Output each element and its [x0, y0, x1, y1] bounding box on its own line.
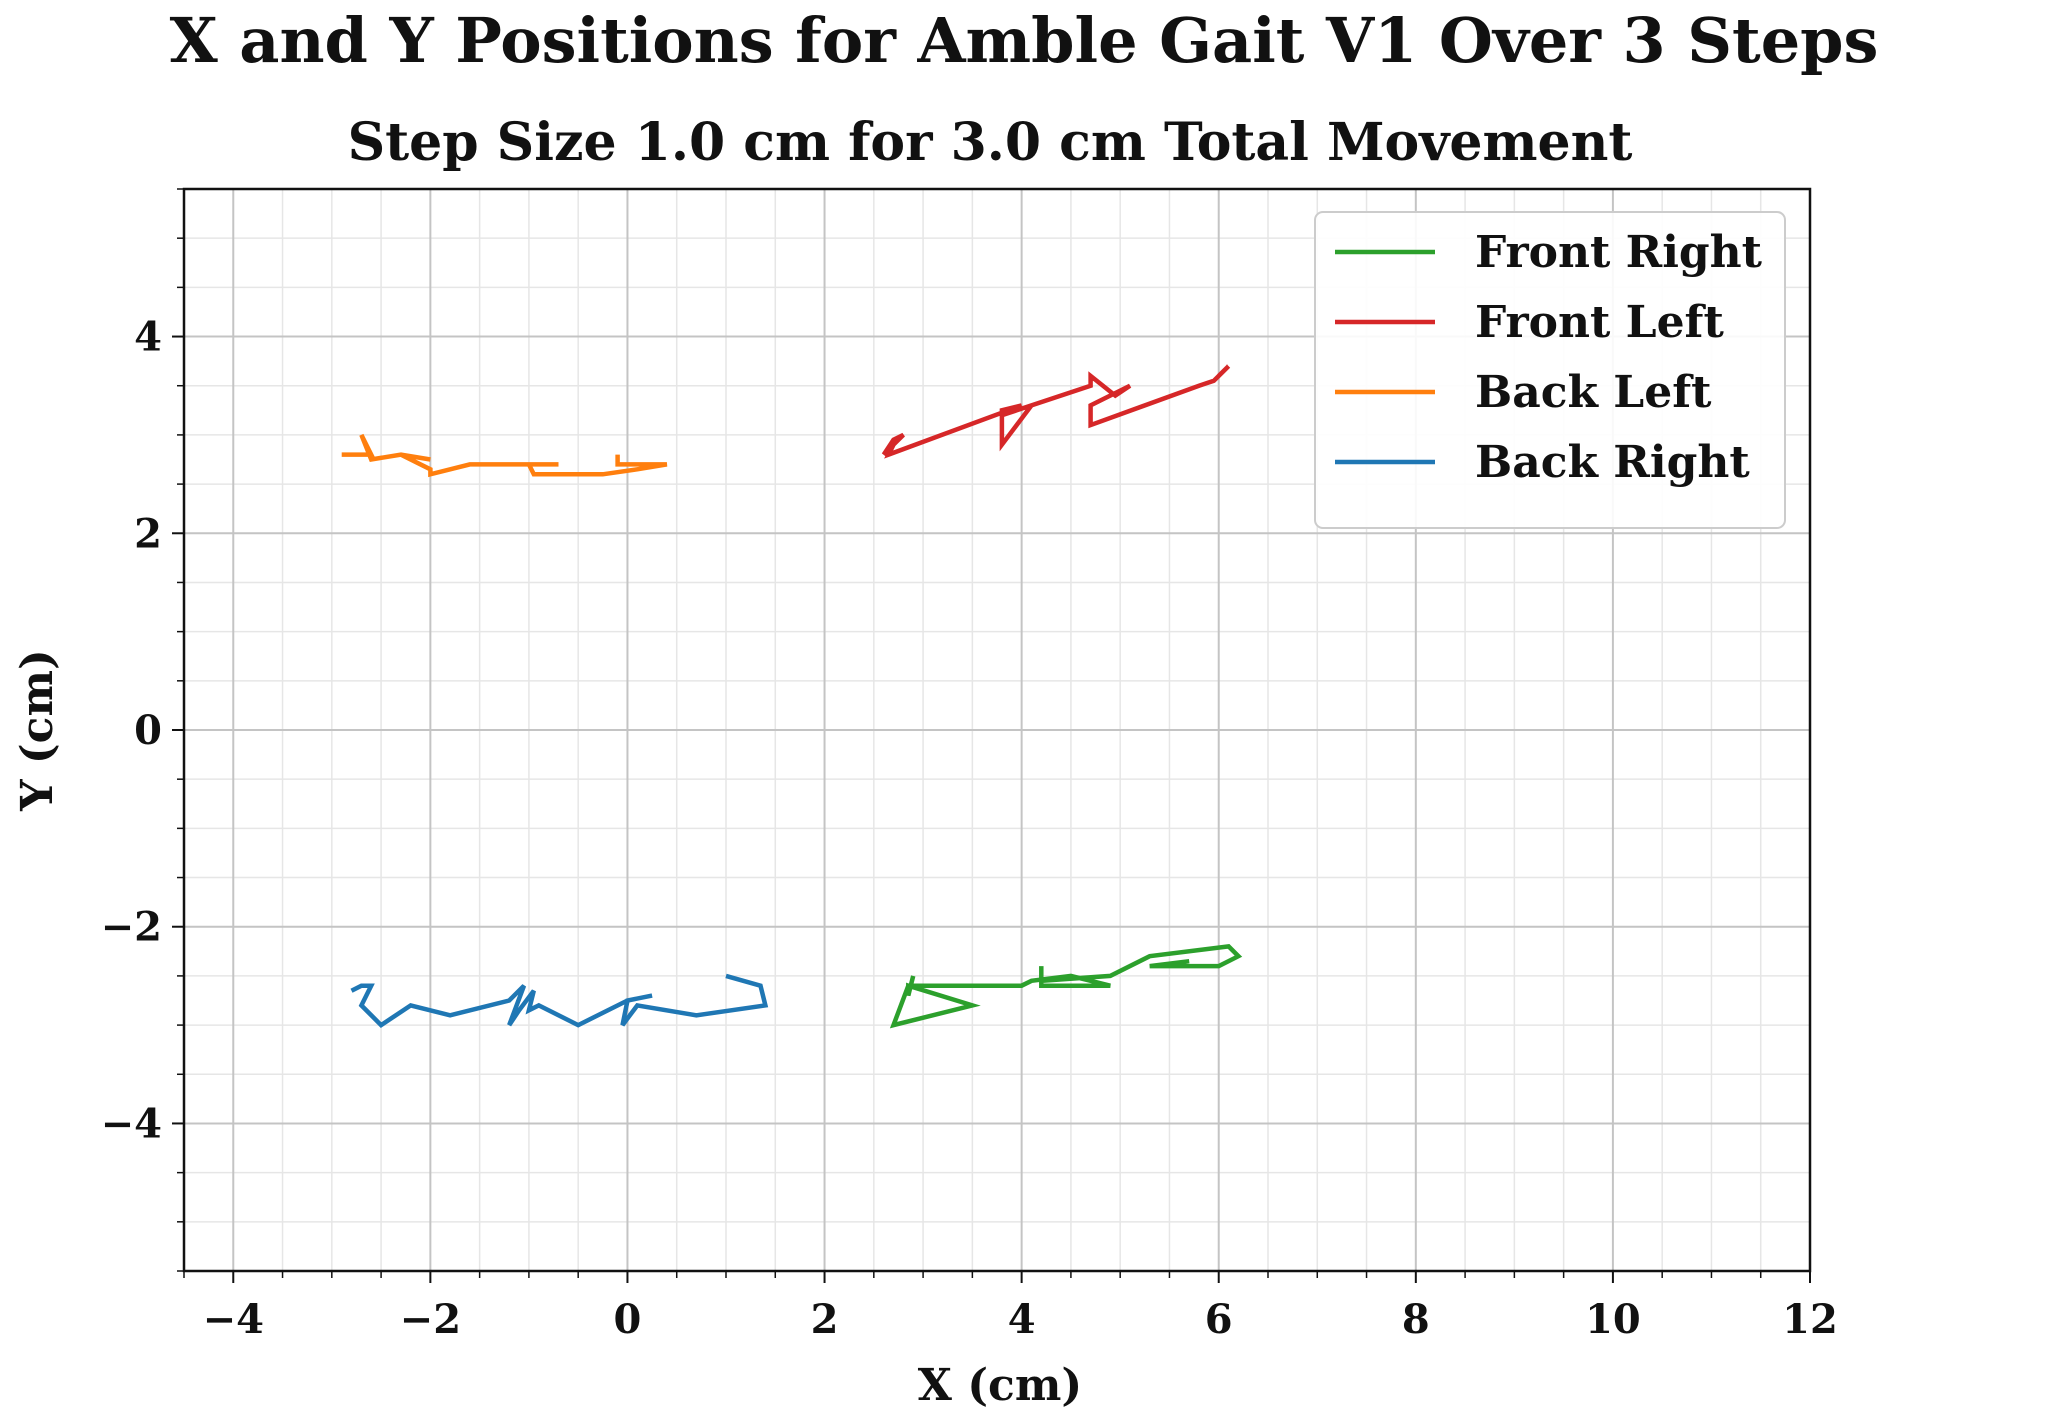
y-tick-label: −2 [101, 904, 162, 951]
chart-subtitle: Step Size 1.0 cm for 3.0 cm Total Moveme… [348, 112, 1633, 173]
series-line-back-left [341, 433, 668, 478]
axis-tick-labels: −4 −2 0 2 4 6 8 10 12 −4 −2 0 2 4 [101, 314, 1838, 1343]
axis-ticks [172, 188, 1811, 1283]
x-tick-label: 8 [1402, 1296, 1430, 1343]
legend-label-back-right: Back Right [1475, 437, 1750, 488]
x-tick-label: 2 [811, 1296, 839, 1343]
y-tick-label: 2 [134, 510, 162, 557]
legend-label-front-right: Front Right [1475, 227, 1763, 278]
legend-box [1314, 211, 1786, 529]
series-line-front-left [881, 364, 1231, 459]
legend-label-back-left: Back Left [1475, 367, 1712, 418]
legend: Front Right Front Left Back Left Back Right [1314, 211, 1786, 529]
y-axis-label: Y (cm) [12, 649, 63, 812]
x-tick-label: 10 [1585, 1296, 1641, 1343]
x-tick-label: 4 [1008, 1296, 1036, 1343]
major-grid [184, 189, 1811, 1271]
x-tick-label: 6 [1205, 1296, 1233, 1343]
x-tick-label: −4 [203, 1296, 264, 1343]
y-tick-label: 4 [134, 314, 162, 361]
legend-label-front-left: Front Left [1475, 297, 1724, 348]
y-tick-label: −4 [101, 1100, 162, 1147]
series-line-back-right [350, 973, 769, 1028]
chart-title: X and Y Positions for Amble Gait V1 Over… [170, 4, 1879, 77]
plot-lines [341, 364, 1243, 1029]
x-tick-label: 12 [1782, 1296, 1838, 1343]
x-tick-label: 0 [614, 1296, 642, 1343]
x-tick-label: −2 [400, 1296, 461, 1343]
series-line-front-right [889, 944, 1243, 1029]
y-tick-label: 0 [134, 707, 162, 754]
x-axis-label: X (cm) [918, 1360, 1082, 1411]
